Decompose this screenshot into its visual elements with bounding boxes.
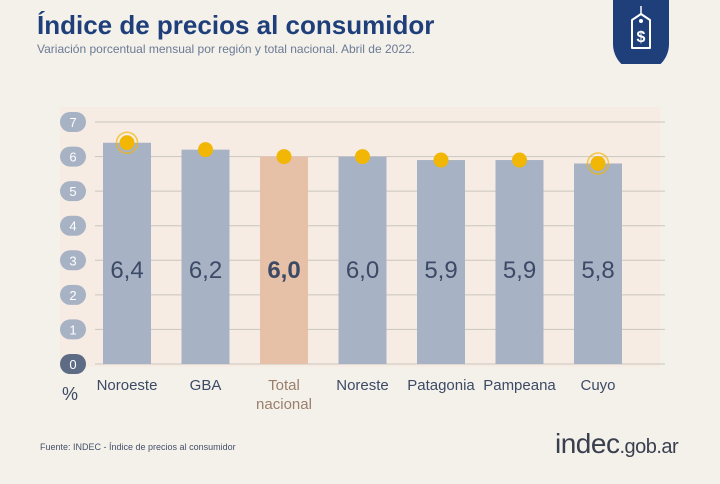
y-tick-label: 0 <box>69 357 76 372</box>
marker-ring <box>115 131 139 154</box>
value-marker <box>198 142 213 158</box>
value-marker <box>276 149 292 165</box>
value-label: 5,9 <box>503 257 536 284</box>
y-tick-pill <box>60 319 86 340</box>
bar-noreste[interactable] <box>338 156 387 364</box>
y-tick-pill <box>60 146 86 167</box>
x-tick-label: Cuyo <box>580 377 615 394</box>
y-tick-pill <box>60 250 86 271</box>
value-marker <box>119 135 135 151</box>
y-tick-label: 1 <box>69 322 76 337</box>
x-tick-label: Total <box>268 377 300 394</box>
y-tick-pill <box>60 284 86 305</box>
x-tick-label: Pampeana <box>483 377 556 394</box>
y-tick-pill <box>60 181 86 202</box>
value-label: 6,2 <box>189 257 222 284</box>
bar-total-nacional[interactable] <box>260 156 308 364</box>
value-label: 6,0 <box>346 257 379 284</box>
y-tick-label: 2 <box>69 288 76 303</box>
value-label: 6,4 <box>110 257 143 284</box>
value-label: 5,8 <box>581 257 614 284</box>
bar-patagonia[interactable] <box>417 160 465 364</box>
y-axis-label: % <box>62 384 78 404</box>
x-tick-label: Noroeste <box>97 377 158 394</box>
marker-ring <box>586 152 610 175</box>
y-tick-label: 7 <box>69 115 76 130</box>
y-tick-pill <box>60 215 86 236</box>
logo-main: indec <box>555 428 620 459</box>
bar-cuyo[interactable] <box>574 163 622 364</box>
bar-gba[interactable] <box>181 149 230 364</box>
y-tick-pill <box>60 112 86 132</box>
y-tick-label: 5 <box>69 184 76 199</box>
indec-logo[interactable]: indec.gob.ar <box>555 428 679 460</box>
y-tick-label: 6 <box>69 150 76 165</box>
y-tick-label: 4 <box>69 219 76 234</box>
value-label: 6,0 <box>267 257 300 284</box>
value-marker <box>590 155 606 171</box>
value-marker <box>355 149 370 165</box>
x-tick-label: GBA <box>190 377 222 394</box>
y-tick-label: 3 <box>69 253 76 268</box>
x-tick-label: Patagonia <box>407 377 475 394</box>
value-marker <box>433 152 449 168</box>
x-tick-label: Noreste <box>336 377 389 394</box>
bar-noroeste[interactable] <box>103 142 151 364</box>
price-tag-icon: $ <box>613 0 669 64</box>
x-tick-label: nacional <box>256 396 312 413</box>
value-label: 5,9 <box>424 257 457 284</box>
chart-title: Índice de precios al consumidor <box>37 10 435 40</box>
y-tick-pill <box>60 354 86 374</box>
chart-subtitle: Variación porcentual mensual por región … <box>37 42 416 56</box>
logo-domain: .gob.ar <box>619 436 679 458</box>
source-note: Fuente: INDEC - Índice de precios al con… <box>40 442 236 452</box>
value-marker <box>512 152 527 168</box>
bar-pampeana[interactable] <box>495 160 544 364</box>
svg-text:$: $ <box>637 29 646 46</box>
